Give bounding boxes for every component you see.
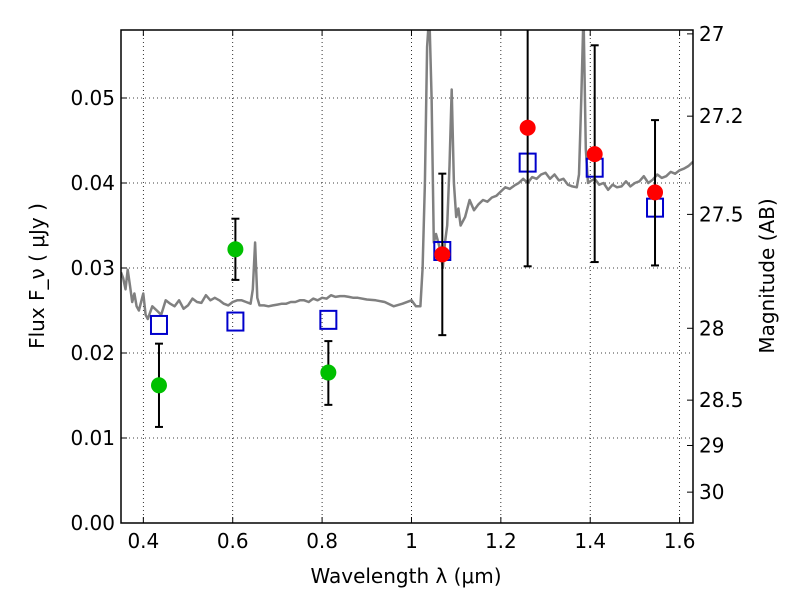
x-tick-label: 0.8 [306, 529, 338, 553]
y-tick-label: 0.01 [70, 426, 115, 450]
model-square-marker [226, 311, 245, 332]
y-tick-label: 0.00 [70, 511, 115, 535]
y-axis-ticks: 0.00 0.01 0.02 0.03 0.04 0.05 [70, 86, 127, 535]
x-tick-label: 0.4 [127, 529, 159, 553]
model-square-marker [149, 314, 168, 335]
right-axis-label: Magnitude (AB) [755, 198, 779, 353]
plot-frame [120, 29, 694, 524]
y-tick-label: 0.02 [70, 341, 115, 365]
y-tick-label: 0.05 [70, 86, 115, 110]
y-axis-label: Flux F_ν ( μJy ) [25, 203, 49, 349]
data-point [647, 184, 664, 201]
x-tick-label: 1.4 [574, 529, 606, 553]
right-axis-ticks: 27 27.2 27.5 28 28.5 29 30 [687, 22, 744, 504]
spectrum-line [121, 30, 693, 321]
x-tick-label: 1.6 [664, 529, 696, 553]
right-tick-label: 27.2 [699, 104, 744, 128]
data-point [586, 146, 603, 163]
model-square-marker [319, 309, 338, 330]
right-tick-label: 27 [699, 22, 724, 46]
y-tick-label: 0.04 [70, 171, 115, 195]
x-axis-label: Wavelength λ (μm) [310, 564, 501, 588]
right-tick-label: 30 [699, 480, 724, 504]
data-point [434, 246, 451, 263]
data-point [519, 119, 536, 136]
data-point [227, 241, 244, 258]
x-tick-label: 1 [405, 529, 418, 553]
y-tick-label: 0.03 [70, 256, 115, 280]
data-point [320, 364, 337, 381]
data-marks [149, 30, 665, 428]
x-tick-label: 0.6 [217, 529, 249, 553]
grid [121, 30, 693, 523]
right-tick-label: 29 [699, 433, 724, 457]
data-point [150, 377, 167, 394]
x-axis-ticks: 0.4 0.6 0.8 1 1.2 1.4 1.6 [127, 30, 696, 553]
right-tick-label: 28.5 [699, 388, 744, 412]
x-tick-label: 1.2 [485, 529, 517, 553]
right-tick-label: 27.5 [699, 202, 744, 226]
spectrum [121, 30, 693, 321]
right-tick-label: 28 [699, 316, 724, 340]
